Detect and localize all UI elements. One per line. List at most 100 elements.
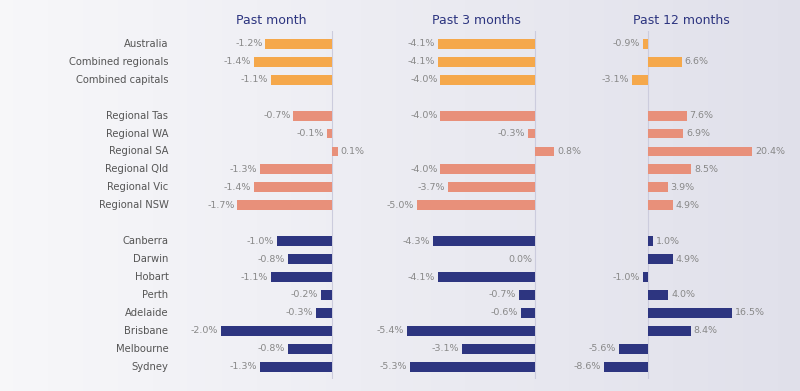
Text: -0.6%: -0.6%: [491, 308, 518, 317]
Text: 16.5%: 16.5%: [735, 308, 766, 317]
Text: -0.9%: -0.9%: [613, 39, 640, 48]
Bar: [288, 344, 332, 354]
Text: 1.0%: 1.0%: [656, 237, 680, 246]
Bar: [648, 183, 668, 192]
Title: Past 12 months: Past 12 months: [633, 14, 730, 27]
Text: -1.4%: -1.4%: [224, 57, 251, 66]
Bar: [603, 362, 648, 372]
Bar: [417, 200, 535, 210]
Bar: [648, 147, 752, 156]
Text: -0.7%: -0.7%: [489, 291, 516, 300]
Text: -4.0%: -4.0%: [410, 75, 438, 84]
Bar: [518, 290, 535, 300]
Text: -1.1%: -1.1%: [241, 75, 268, 84]
Text: -0.2%: -0.2%: [291, 291, 318, 300]
Bar: [260, 362, 332, 372]
Text: -0.8%: -0.8%: [258, 344, 285, 353]
Text: 3.9%: 3.9%: [670, 183, 694, 192]
Text: Melbourne: Melbourne: [116, 344, 169, 354]
Bar: [648, 290, 668, 300]
Text: 4.0%: 4.0%: [671, 291, 695, 300]
Text: -5.0%: -5.0%: [386, 201, 414, 210]
Bar: [648, 236, 653, 246]
Text: Perth: Perth: [142, 290, 169, 300]
Text: -4.1%: -4.1%: [408, 57, 435, 66]
Text: -0.7%: -0.7%: [263, 111, 290, 120]
Title: Past 3 months: Past 3 months: [431, 14, 521, 27]
Bar: [316, 308, 332, 318]
Bar: [648, 111, 686, 120]
Text: Regional Vic: Regional Vic: [107, 182, 169, 192]
Bar: [254, 57, 332, 67]
Bar: [648, 326, 691, 336]
Bar: [266, 39, 332, 49]
Text: -3.1%: -3.1%: [602, 75, 629, 84]
Bar: [321, 290, 332, 300]
Bar: [438, 39, 535, 49]
Bar: [438, 272, 535, 282]
Text: 8.5%: 8.5%: [694, 165, 718, 174]
Text: -1.1%: -1.1%: [241, 273, 268, 282]
Bar: [535, 147, 554, 156]
Text: Regional NSW: Regional NSW: [98, 200, 169, 210]
Bar: [410, 362, 535, 372]
Bar: [521, 308, 535, 318]
Text: 8.4%: 8.4%: [694, 326, 718, 335]
Text: Regional WA: Regional WA: [106, 129, 169, 138]
Text: -1.3%: -1.3%: [230, 165, 257, 174]
Bar: [462, 344, 535, 354]
Text: -1.0%: -1.0%: [246, 237, 274, 246]
Bar: [648, 129, 683, 138]
Text: Combined capitals: Combined capitals: [76, 75, 169, 85]
Text: 6.6%: 6.6%: [685, 57, 709, 66]
Text: Regional SA: Regional SA: [109, 147, 169, 156]
Text: -3.7%: -3.7%: [417, 183, 445, 192]
Text: 6.9%: 6.9%: [686, 129, 710, 138]
Text: -1.4%: -1.4%: [224, 183, 251, 192]
Bar: [271, 272, 332, 282]
Text: Darwin: Darwin: [133, 254, 169, 264]
Text: -0.1%: -0.1%: [297, 129, 324, 138]
Bar: [528, 129, 535, 138]
Text: Regional Tas: Regional Tas: [106, 111, 169, 120]
Text: Sydney: Sydney: [131, 362, 169, 372]
Bar: [440, 75, 535, 84]
Bar: [221, 326, 332, 336]
Bar: [648, 57, 682, 67]
Text: -0.3%: -0.3%: [286, 308, 313, 317]
Bar: [447, 183, 535, 192]
Text: Australia: Australia: [124, 39, 169, 49]
Text: Combined regionals: Combined regionals: [69, 57, 169, 67]
Bar: [440, 111, 535, 120]
Bar: [277, 236, 332, 246]
Bar: [288, 254, 332, 264]
Text: -4.0%: -4.0%: [410, 111, 438, 120]
Text: -3.1%: -3.1%: [431, 344, 459, 353]
Text: -8.6%: -8.6%: [574, 362, 601, 371]
Bar: [642, 272, 648, 282]
Text: -1.0%: -1.0%: [612, 273, 640, 282]
Text: -4.1%: -4.1%: [408, 273, 435, 282]
Bar: [648, 254, 673, 264]
Bar: [238, 200, 332, 210]
Bar: [648, 308, 732, 318]
Bar: [332, 147, 338, 156]
Bar: [440, 165, 535, 174]
Text: -4.0%: -4.0%: [410, 165, 438, 174]
Text: Adelaide: Adelaide: [125, 308, 169, 318]
Title: Past month: Past month: [236, 14, 306, 27]
Text: 4.9%: 4.9%: [676, 201, 700, 210]
Text: Brisbane: Brisbane: [125, 326, 169, 336]
Bar: [643, 39, 648, 49]
Text: -1.3%: -1.3%: [230, 362, 257, 371]
Bar: [294, 111, 332, 120]
Text: 7.6%: 7.6%: [690, 111, 714, 120]
Text: -5.6%: -5.6%: [589, 344, 616, 353]
Text: 20.4%: 20.4%: [755, 147, 786, 156]
Text: -0.3%: -0.3%: [498, 129, 526, 138]
Bar: [619, 344, 648, 354]
Text: 0.8%: 0.8%: [557, 147, 581, 156]
Text: -5.3%: -5.3%: [379, 362, 406, 371]
Bar: [438, 57, 535, 67]
Text: -1.2%: -1.2%: [235, 39, 262, 48]
